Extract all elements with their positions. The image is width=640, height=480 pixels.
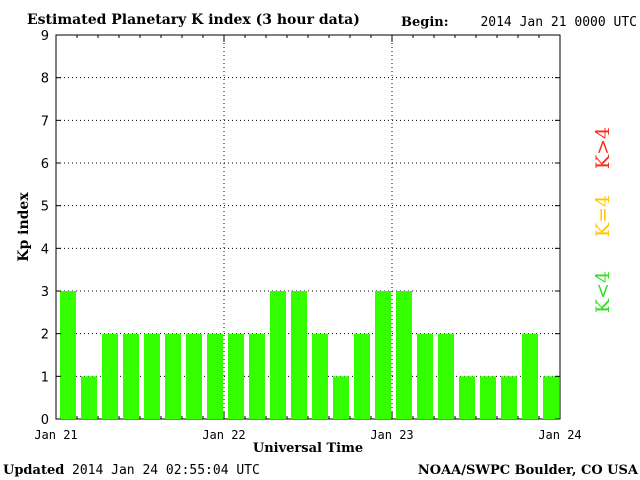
kp-bar <box>60 291 76 419</box>
y-tick-label: 2 <box>41 328 49 343</box>
kp-bar <box>81 376 97 419</box>
kp-bar <box>144 333 160 419</box>
bars-group <box>60 291 559 419</box>
kp-bar <box>123 333 139 419</box>
kp-bar <box>354 333 370 419</box>
y-axis-label: Kp index <box>16 192 32 262</box>
chart-title: Estimated Planetary K index (3 hour data… <box>27 12 360 28</box>
source-credit: NOAA/SWPC Boulder, CO USA <box>418 463 639 478</box>
kp-bar <box>207 333 223 419</box>
kp-bar <box>522 333 538 419</box>
x-axis-label: Universal Time <box>253 441 363 456</box>
kp-bar <box>270 291 286 419</box>
x-axis-ticks: Jan 21 Jan 22 Jan 23 Jan 24 <box>34 35 582 442</box>
kp-bar <box>543 376 559 419</box>
y-tick-label: 8 <box>41 72 49 87</box>
kp-bar <box>291 291 307 419</box>
kp-bar <box>438 333 454 419</box>
kp-bar <box>228 333 244 419</box>
begin-value: 2014 Jan 21 0000 UTC <box>480 15 637 30</box>
kp-bar <box>333 376 349 419</box>
x-tick-label: Jan 23 <box>370 428 413 442</box>
y-tick-label: 1 <box>41 370 49 385</box>
y-tick-label: 4 <box>41 242 49 257</box>
kp-bar <box>396 291 412 419</box>
kp-bar <box>417 333 433 419</box>
x-tick-label: Jan 21 <box>34 428 77 442</box>
legend-k-equal-4: K=4 <box>592 195 614 237</box>
x-tick-label: Jan 24 <box>538 428 581 442</box>
kp-bar <box>312 333 328 419</box>
kp-bar <box>501 376 517 419</box>
updated-label: Updated <box>3 463 64 478</box>
kp-bar <box>480 376 496 419</box>
x-tick-label: Jan 22 <box>202 428 245 442</box>
legend-k-less-4: K<4 <box>592 271 614 313</box>
y-tick-label: 5 <box>41 200 49 215</box>
y-axis-ticks: 0 1 2 3 4 5 6 7 8 9 <box>41 29 560 428</box>
y-tick-label: 6 <box>41 157 49 172</box>
grid-lines <box>56 35 560 419</box>
kp-bar <box>165 333 181 419</box>
kp-bar <box>186 333 202 419</box>
kp-bar <box>375 291 391 419</box>
kp-bar <box>249 333 265 419</box>
y-tick-label: 0 <box>41 413 49 428</box>
y-tick-label: 9 <box>41 29 49 44</box>
kp-bar <box>459 376 475 419</box>
legend-k-greater-4: K>4 <box>592 127 614 169</box>
kp-bar <box>102 333 118 419</box>
y-tick-label: 7 <box>41 114 49 129</box>
updated-value: 2014 Jan 24 02:55:04 UTC <box>72 463 260 478</box>
begin-label: Begin: <box>401 15 449 30</box>
y-tick-label: 3 <box>41 285 49 300</box>
